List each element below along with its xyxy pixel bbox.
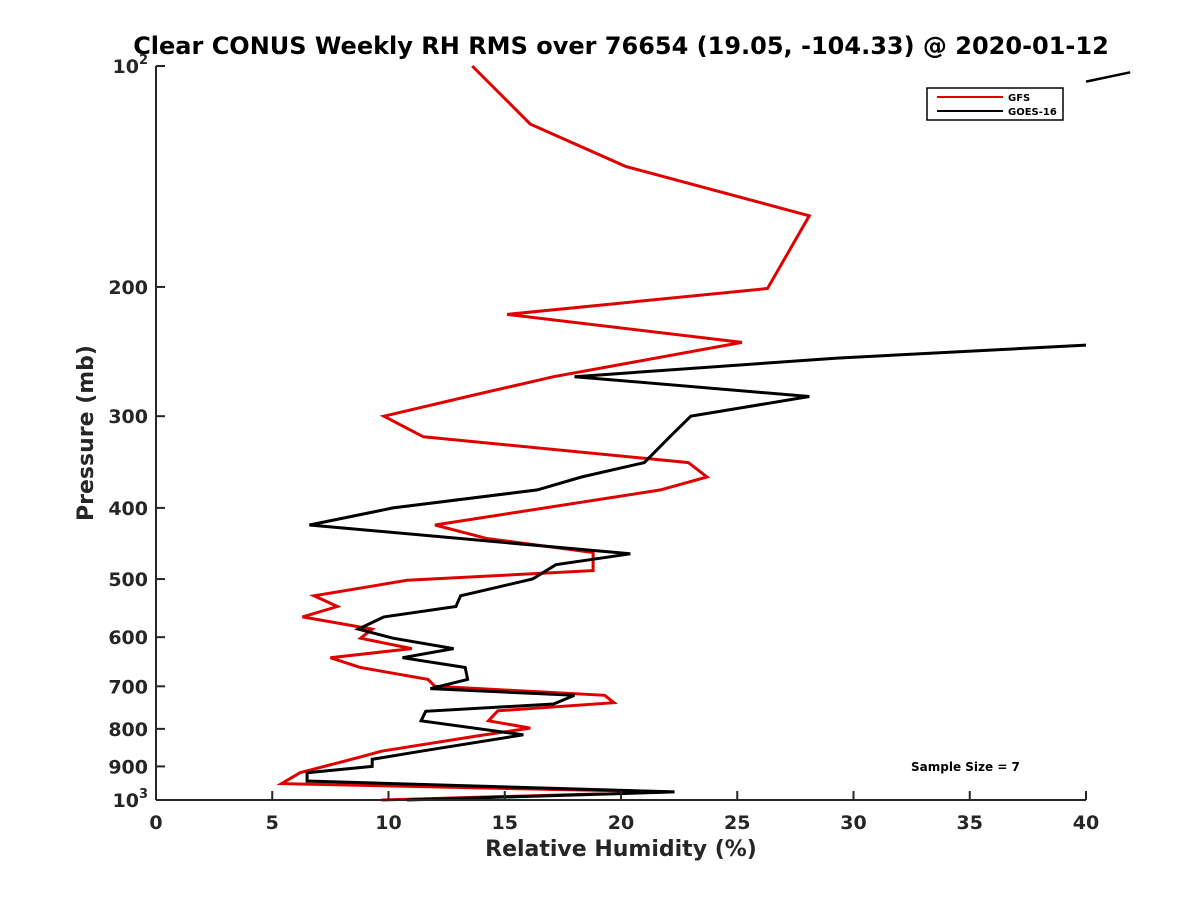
y-tick-label: 600 bbox=[108, 627, 148, 649]
legend-box bbox=[926, 87, 1064, 121]
y-tick-label: 400 bbox=[108, 498, 148, 520]
y-tick-label: 500 bbox=[108, 569, 148, 591]
sample-size-annotation: Sample Size = 7 bbox=[911, 760, 1020, 774]
legend-label-gfs: GFS bbox=[1008, 93, 1030, 104]
y-tick-label: 300 bbox=[108, 406, 148, 428]
x-tick-label: 10 bbox=[375, 812, 401, 834]
x-tick-label: 20 bbox=[608, 812, 634, 834]
x-tick-label: 25 bbox=[724, 812, 750, 834]
y-tick-label: 800 bbox=[108, 719, 148, 741]
x-tick-label: 0 bbox=[149, 812, 162, 834]
x-tick-label: 30 bbox=[840, 812, 866, 834]
y-tick-label: 900 bbox=[108, 756, 148, 778]
y-axis-label: Pressure (mb) bbox=[74, 345, 99, 521]
chart-title: Clear CONUS Weekly RH RMS over 76654 (19… bbox=[133, 32, 1109, 60]
x-axis-label: Relative Humidity (%) bbox=[485, 837, 757, 862]
legend: GFS GOES-16 bbox=[926, 87, 1064, 121]
y-tick-label: 103 bbox=[113, 787, 149, 812]
series-layer bbox=[276, 64, 1131, 802]
series-line-offscale-segment bbox=[1085, 71, 1131, 83]
x-tick-label: 35 bbox=[957, 812, 983, 834]
x-tick-label: 15 bbox=[492, 812, 518, 834]
x-tick-label: 5 bbox=[266, 812, 279, 834]
x-tick-label: 40 bbox=[1073, 812, 1099, 834]
y-tick-label: 200 bbox=[108, 277, 148, 299]
series-line-gfs bbox=[276, 64, 812, 802]
legend-label-goes16: GOES-16 bbox=[1008, 107, 1057, 118]
y-tick-label: 102 bbox=[113, 53, 149, 78]
series-line-goes16 bbox=[305, 343, 1087, 802]
y-tick-label: 700 bbox=[108, 676, 148, 698]
plot-area bbox=[156, 66, 1086, 800]
x-ticks: 0 5 10 15 20 25 30 35 40 bbox=[149, 791, 1099, 834]
y-ticks: 102 200 300 400 500 600 700 800 900 103 bbox=[108, 53, 165, 812]
